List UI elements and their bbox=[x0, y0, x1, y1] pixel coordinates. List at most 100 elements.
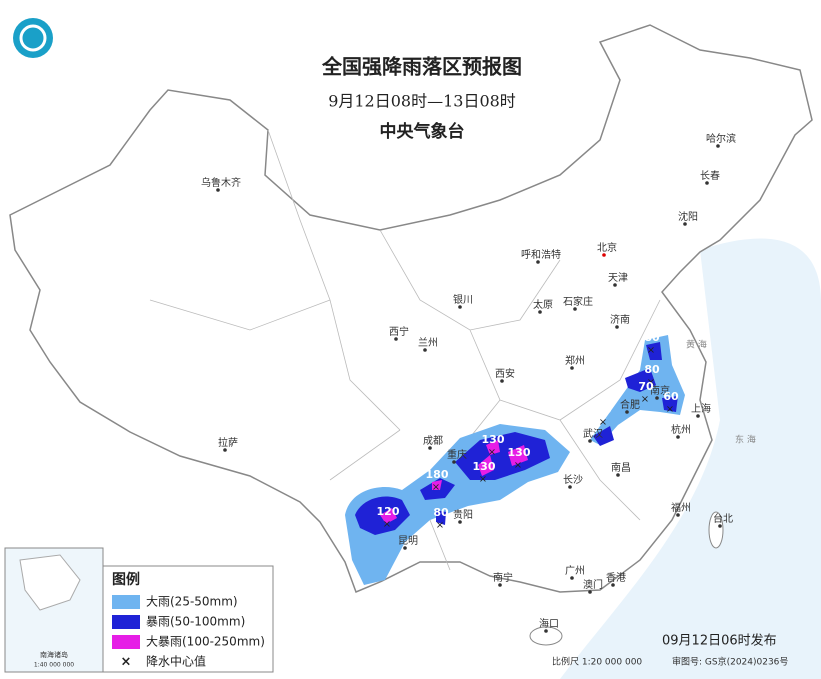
city-label: 澳门 bbox=[583, 578, 603, 591]
legend-label: 暴雨(50-100mm) bbox=[146, 615, 245, 629]
legend-swatch bbox=[112, 615, 140, 629]
city-dot bbox=[676, 435, 680, 439]
city-dot bbox=[423, 348, 427, 352]
rain-center-value: 80 bbox=[433, 506, 449, 519]
city-label: 南昌 bbox=[611, 461, 631, 474]
city-dot bbox=[716, 144, 720, 148]
city-dot bbox=[570, 366, 574, 370]
city-dot bbox=[602, 253, 606, 257]
legend-swatch bbox=[112, 635, 140, 649]
rain-center-mark: × bbox=[641, 394, 649, 405]
sea-label: 黄 海 bbox=[686, 339, 707, 351]
rain-center-value: 120 bbox=[377, 505, 400, 518]
city-label: 郑州 bbox=[565, 354, 585, 367]
city-label: 香港 bbox=[606, 572, 626, 584]
city-dot bbox=[588, 590, 592, 594]
city-label: 兰州 bbox=[418, 336, 438, 349]
torrential-rain-area bbox=[380, 440, 528, 524]
city-label: 北京 bbox=[597, 241, 617, 254]
rain-center-mark: × bbox=[647, 377, 655, 388]
city-label: 呼和浩特 bbox=[521, 249, 561, 261]
city-label: 海口 bbox=[539, 617, 559, 630]
city-label: 乌鲁木齐 bbox=[201, 176, 241, 189]
city-dot bbox=[500, 379, 504, 383]
rain-center-value: 80 bbox=[644, 331, 660, 344]
city-dot bbox=[696, 414, 700, 418]
city-label: 重庆 bbox=[447, 448, 467, 461]
city-label: 拉萨 bbox=[218, 436, 238, 449]
legend-swatch bbox=[112, 595, 140, 609]
rainstorm-area bbox=[355, 432, 550, 535]
city-label: 贵阳 bbox=[453, 508, 473, 521]
city-dot bbox=[625, 410, 629, 414]
rainstorm-area bbox=[593, 342, 678, 446]
rain-center-mark: × bbox=[488, 447, 496, 458]
city-label: 成都 bbox=[423, 435, 443, 447]
scale: 比例尺 1:20 000 000 bbox=[552, 656, 642, 668]
city-label: 台北 bbox=[713, 512, 733, 525]
city-dot bbox=[428, 446, 432, 450]
country-outline bbox=[9, 24, 813, 593]
logo bbox=[13, 18, 53, 58]
city-dot bbox=[458, 305, 462, 309]
city-label: 昆明 bbox=[398, 535, 418, 547]
rain-center-value: 130 bbox=[473, 460, 496, 473]
city-dot bbox=[616, 473, 620, 477]
period: 9月12日08时—13日08时 bbox=[328, 92, 516, 111]
city-dot bbox=[588, 439, 592, 443]
rain-center-value: 70 bbox=[596, 403, 612, 416]
rain-center-mark: × bbox=[436, 520, 444, 531]
hainan bbox=[529, 626, 563, 646]
city-dot bbox=[676, 513, 680, 517]
city-dot bbox=[223, 448, 227, 452]
city-dot bbox=[705, 181, 709, 185]
city-label: 长沙 bbox=[563, 474, 583, 486]
city-dot bbox=[718, 524, 722, 528]
rain-center-value: 180 bbox=[426, 468, 449, 481]
city-label: 西宁 bbox=[389, 325, 409, 338]
rain-center-value: 70 bbox=[638, 380, 654, 393]
city-dot bbox=[403, 546, 407, 550]
city-dot bbox=[615, 325, 619, 329]
city-label: 杭州 bbox=[671, 423, 691, 436]
rain-center-mark: × bbox=[599, 417, 607, 428]
city-dot bbox=[568, 485, 572, 489]
city-dot bbox=[394, 337, 398, 341]
city-label: 南京 bbox=[650, 384, 670, 397]
rain-center-mark: × bbox=[647, 345, 655, 356]
rain-center-mark: × bbox=[666, 404, 674, 415]
city-label: 石家庄 bbox=[563, 295, 593, 308]
city-dot bbox=[452, 460, 456, 464]
city-dot bbox=[613, 283, 617, 287]
inset-land bbox=[19, 554, 81, 611]
taiwan bbox=[708, 511, 724, 549]
logo-mark bbox=[19, 24, 47, 52]
city-dot bbox=[573, 307, 577, 311]
city-label: 南宁 bbox=[493, 571, 513, 584]
rain-center-mark: × bbox=[432, 482, 440, 493]
issuer: 中央气象台 bbox=[380, 121, 465, 142]
city-label: 长春 bbox=[700, 170, 720, 182]
city-dot bbox=[536, 260, 540, 264]
city-dot bbox=[538, 310, 542, 314]
city-label: 福州 bbox=[671, 501, 691, 514]
legend-label: 降水中心值 bbox=[146, 654, 206, 669]
inset-title: 南海诸岛 bbox=[40, 650, 68, 659]
city-dot bbox=[655, 396, 659, 400]
city-label: 武汉 bbox=[583, 427, 603, 440]
city-dot bbox=[611, 583, 615, 587]
inset-scale: 1:40 000 000 bbox=[34, 662, 74, 669]
rain-center-value: 130 bbox=[508, 446, 531, 459]
city-label: 银川 bbox=[453, 293, 473, 306]
city-label: 上海 bbox=[691, 402, 711, 415]
rain-center-value: 80 bbox=[644, 363, 660, 376]
city-dot bbox=[216, 188, 220, 192]
sea-label: 东 海 bbox=[735, 434, 756, 446]
legend-symbol: × bbox=[121, 655, 132, 670]
rain-center-mark: × bbox=[479, 474, 487, 485]
city-label: 沈阳 bbox=[678, 210, 698, 223]
city-label: 天津 bbox=[608, 272, 628, 284]
rain-center-mark: × bbox=[514, 460, 522, 471]
rain-center-value: 60 bbox=[663, 390, 679, 403]
